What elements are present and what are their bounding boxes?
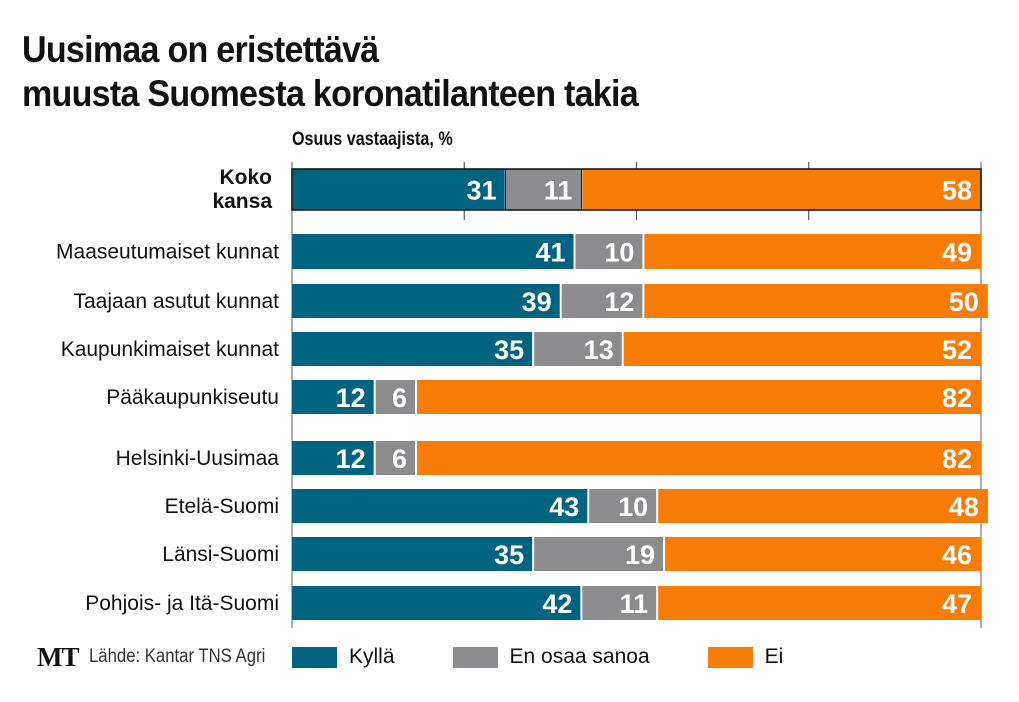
category-label: Pääkaupunkiseutu xyxy=(106,386,279,409)
bar-en-osaa-sanoa-1 xyxy=(574,234,644,269)
value-label: 48 xyxy=(949,492,979,522)
value-label: 46 xyxy=(942,540,972,570)
category-label: kansa xyxy=(212,190,272,213)
value-label: 50 xyxy=(949,287,979,317)
value-label: 47 xyxy=(942,589,972,619)
value-label: 12 xyxy=(336,444,366,474)
category-label: Etelä-Suomi xyxy=(165,495,279,518)
bar-outline-highlight xyxy=(291,168,982,211)
bar-en-osaa-sanoa-0 xyxy=(505,169,582,210)
value-label: 12 xyxy=(336,383,366,413)
value-label: 11 xyxy=(544,176,573,206)
chart-title: Uusimaa on eristettävä muusta Suomesta k… xyxy=(22,28,639,116)
value-label: 6 xyxy=(392,383,407,413)
bar-kylla-7 xyxy=(292,537,534,571)
value-label: 35 xyxy=(494,335,524,365)
value-label: 10 xyxy=(604,238,634,268)
bar-kylla-6 xyxy=(292,489,589,523)
bar-en-osaa-sanoa-3 xyxy=(533,332,623,366)
bar-ei-7 xyxy=(664,537,981,571)
bar-kylla-2 xyxy=(292,284,561,318)
footer: MT Lähde: Kantar TNS Agri xyxy=(37,641,289,673)
bar-ei-6 xyxy=(657,489,988,523)
category-label: Pohjois- ja Itä-Suomi xyxy=(85,592,279,615)
legend-swatch-ei xyxy=(707,646,753,668)
bar-en-osaa-sanoa-6 xyxy=(588,489,658,523)
legend-item-ei: Ei xyxy=(707,645,784,669)
bar-kylla-3 xyxy=(292,332,534,366)
value-label: 11 xyxy=(620,589,649,619)
category-label: Länsi-Suomi xyxy=(162,543,279,566)
category-label: Taajaan asutut kunnat xyxy=(74,290,280,313)
bar-kylla-8 xyxy=(292,586,582,620)
legend-label-en-osaa-sanoa: En osaa sanoa xyxy=(509,645,650,668)
bar-en-osaa-sanoa-5 xyxy=(374,441,417,475)
bar-en-osaa-sanoa-7 xyxy=(533,537,665,571)
legend-item-kylla: Kyllä xyxy=(292,645,395,669)
bar-ei-1 xyxy=(643,234,981,269)
chart-subtitle: Osuus vastaajista, % xyxy=(292,129,453,150)
bar-kylla-1 xyxy=(292,234,575,269)
value-label: 52 xyxy=(942,335,972,365)
value-label: 10 xyxy=(618,492,648,522)
bar-en-osaa-sanoa-4 xyxy=(374,380,417,414)
value-label: 82 xyxy=(942,444,972,474)
title-line-1: Uusimaa on eristettävä xyxy=(22,29,379,70)
value-label: 19 xyxy=(625,540,655,570)
bar-kylla-0 xyxy=(292,169,506,210)
legend-item-en-osaa-sanoa: En osaa sanoa xyxy=(452,645,650,669)
bar-en-osaa-sanoa-8 xyxy=(581,586,658,620)
legend: Kyllä En osaa sanoa Ei xyxy=(292,645,813,669)
value-label: 6 xyxy=(392,444,407,474)
value-label: 41 xyxy=(535,238,565,268)
category-label: Helsinki-Uusimaa xyxy=(116,447,280,470)
value-label: 82 xyxy=(942,383,972,413)
value-label: 12 xyxy=(604,287,634,317)
source-note: Lähde: Kantar TNS Agri xyxy=(88,646,265,667)
category-label: Kaupunkimaiset kunnat xyxy=(61,338,279,361)
bar-ei-8 xyxy=(657,586,981,620)
value-label: 49 xyxy=(942,238,972,268)
bar-ei-2 xyxy=(643,284,988,318)
mt-logo: MT xyxy=(37,641,79,672)
value-label: 39 xyxy=(522,287,552,317)
bar-kylla-5 xyxy=(292,441,375,475)
bar-kylla-4 xyxy=(292,380,375,414)
bar-ei-5 xyxy=(416,441,981,475)
bar-ei-0 xyxy=(581,169,981,210)
legend-swatch-kylla xyxy=(292,646,337,668)
bar-ei-4 xyxy=(416,380,981,414)
value-label: 35 xyxy=(494,540,524,570)
value-label: 42 xyxy=(542,589,572,619)
value-label: 58 xyxy=(942,176,972,206)
value-label: 43 xyxy=(549,492,579,522)
title-line-2: muusta Suomesta koronatilanteen takia xyxy=(22,73,639,114)
legend-label-ei: Ei xyxy=(764,645,784,668)
legend-label-kylla: Kyllä xyxy=(349,645,395,668)
category-label: Koko xyxy=(220,166,273,189)
value-label: 31 xyxy=(467,176,497,206)
bar-en-osaa-sanoa-2 xyxy=(560,284,644,318)
legend-swatch-en-osaa-sanoa xyxy=(452,646,498,668)
category-label: Maaseutumaiset kunnat xyxy=(56,241,279,264)
bar-ei-3 xyxy=(622,332,981,366)
value-label: 13 xyxy=(584,335,614,365)
